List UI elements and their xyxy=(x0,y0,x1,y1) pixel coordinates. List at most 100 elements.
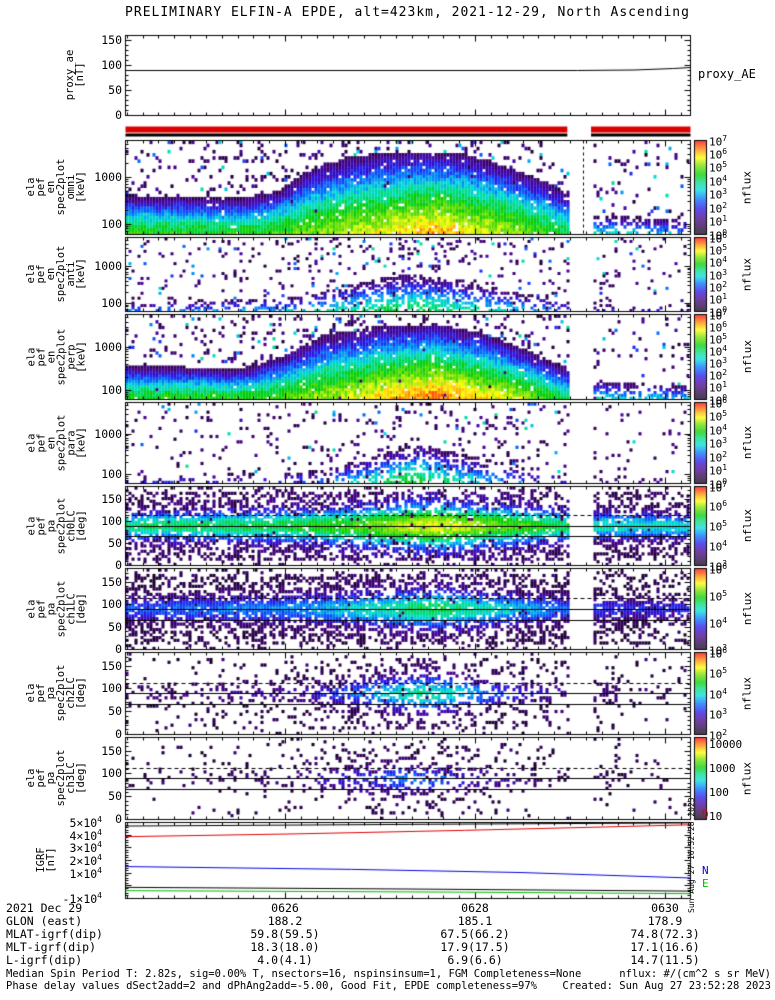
colorbar-tick-label: 103 xyxy=(709,707,728,722)
bottom-axis-value: 188.2 xyxy=(267,914,303,928)
y-tick-label: 50 xyxy=(108,704,122,719)
colorbar-tick-label: 100 xyxy=(709,227,728,243)
bottom-axis-value: 14.7(11.5) xyxy=(630,953,700,967)
y-tick-label: 0 xyxy=(115,558,122,572)
bottom-axis-value: 59.8(59.5) xyxy=(250,927,320,941)
colorbar-tick-label: 101 xyxy=(709,463,728,478)
colorbar-tick-label: 104 xyxy=(709,538,728,554)
bottom-axis-value: 17.1(16.6) xyxy=(630,940,700,954)
bottom-axis-row-header: L-igrf(dip) xyxy=(6,953,83,967)
y-tick-label: 150 xyxy=(101,33,122,47)
colorbar-tick-label: 105 xyxy=(709,242,728,258)
y-tick-label: 0 xyxy=(115,812,122,826)
colorbar-tick-label: 102 xyxy=(709,200,728,216)
y-tick-label: 0 xyxy=(115,727,122,741)
colorbar-tick-label: 103 xyxy=(709,267,728,283)
y-tick-label: 150 xyxy=(101,574,122,589)
bottom-axis-value: 0628 xyxy=(461,901,489,915)
bottom-axis-row-header: 2021 Dec 29 xyxy=(6,901,83,915)
y-tick-label: 150 xyxy=(101,658,122,673)
y-tick-label: 100 xyxy=(101,597,122,611)
colorbar-tick-label: 103 xyxy=(709,187,728,202)
colorbar-tick-label: 103 xyxy=(709,436,728,451)
bottom-axis-value: 17.9(17.5) xyxy=(440,940,510,954)
colorbar-tick-label: 102 xyxy=(709,727,728,743)
colorbar-tick-label: 100 xyxy=(709,304,728,320)
colorbar-tick-label: 106 xyxy=(709,146,728,162)
colorbar-title-nflux: nflux xyxy=(740,676,754,710)
y-tick-label: 1×104 xyxy=(69,865,102,881)
colorbar-tick-label: 104 xyxy=(709,615,728,631)
y-tick-label: 100 xyxy=(101,216,122,231)
y-tick-label: 50 xyxy=(108,83,122,97)
colorbar-tick-label: 107 xyxy=(709,133,728,149)
colorbar-tick-label: 100 xyxy=(709,785,729,799)
y-tick-label: 4×104 xyxy=(69,827,102,843)
y-tick-label: 50 xyxy=(108,789,122,804)
colorbar-tick-label: 100 xyxy=(709,392,728,408)
footer-nflux-units: nflux: #/(cm^2 s sr MeV) xyxy=(619,968,771,980)
y-tick-label: 100 xyxy=(101,681,122,696)
colorbar-tick-label: 104 xyxy=(709,422,728,438)
colorbar-tick-label: 101 xyxy=(709,292,728,307)
colorbar-tick-label: 102 xyxy=(709,279,728,295)
y-tick-label: 50 xyxy=(108,619,122,634)
colorbar-tick-label: 1000 xyxy=(709,761,736,775)
y-tick-label: 150 xyxy=(101,492,122,507)
y-tick-label: 100 xyxy=(101,295,122,310)
bottom-axis-value: 18.3(18.0) xyxy=(250,940,320,954)
bottom-axis-value: 6.9(6.6) xyxy=(447,953,503,967)
bottom-axis-value: 74.8(72.3) xyxy=(630,927,700,941)
y-tick-label: 1000 xyxy=(94,340,122,355)
y-tick-label: 1000 xyxy=(94,426,122,441)
colorbar-tick-label: 101 xyxy=(709,214,728,229)
colorbar-tick-label: 102 xyxy=(709,449,728,465)
colorbar-tick-label: 107 xyxy=(709,479,728,495)
colorbar-tick-label: 106 xyxy=(709,319,728,335)
colorbar-tick-label: 105 xyxy=(709,588,728,604)
igrf-component-label-E: E xyxy=(702,877,709,890)
y-tick-label: -1×104 xyxy=(62,891,102,906)
colorbar-title-nflux: nflux xyxy=(740,257,754,291)
colorbar-tick-label: 104 xyxy=(709,173,728,189)
bottom-axis-row-header: MLT-igrf(dip) xyxy=(6,940,97,954)
y-tick-label: 150 xyxy=(101,743,122,758)
colorbar-tick-label: 101 xyxy=(709,380,728,395)
bottom-axis-value: 0630 xyxy=(651,901,679,915)
y-tick-label: 50 xyxy=(108,536,122,551)
colorbar-tick-label: 105 xyxy=(709,666,728,681)
colorbar-tick-label: 104 xyxy=(709,343,728,359)
footer-phase-delay-info: Phase delay values dSect2add=2 and dPhAn… xyxy=(6,980,538,992)
y-tick-label: 1000 xyxy=(94,169,122,184)
y-tick-label: 100 xyxy=(101,766,122,781)
colorbar-tick-label: 105 xyxy=(709,519,728,534)
colorbar-tick-label: 105 xyxy=(709,331,728,347)
footer-spin-period-info: Median Spin Period T: 2.82s, sig=0.00% T… xyxy=(6,968,582,980)
igrf-component-label-D: D xyxy=(702,808,709,821)
colorbar-title-nflux: nflux xyxy=(740,339,754,374)
panel-ylabel-proxy_ae: proxy_ae [nT] xyxy=(64,49,86,101)
colorbar-tick-label: 106 xyxy=(709,499,728,514)
y-tick-label: 2×104 xyxy=(69,853,102,868)
y-tick-label: 100 xyxy=(101,467,122,482)
bottom-axis-value: 4.0(4.1) xyxy=(257,953,313,967)
colorbar-tick-label: 106 xyxy=(709,561,728,577)
y-tick-label: 5×104 xyxy=(69,815,102,830)
created-timestamp-vertical: Sun Aug 27 16:52:28 2023 xyxy=(687,797,696,913)
footer-created-timestamp: Created: Sun Aug 27 23:52:28 2023 xyxy=(562,980,771,992)
colorbar-title-nflux: nflux xyxy=(740,761,754,795)
colorbar-tick-label: 106 xyxy=(709,645,728,661)
page-title: PRELIMINARY ELFIN-A EPDE, alt=423km, 202… xyxy=(125,5,690,20)
colorbar-title-nflux: nflux xyxy=(740,170,754,204)
panel-right-label: proxy_AE xyxy=(698,67,756,81)
colorbar-tick-label: 106 xyxy=(709,395,728,411)
y-tick-label: 0 xyxy=(115,642,122,656)
colorbar-tick-label: 103 xyxy=(709,356,728,371)
colorbar-tick-label: 100 xyxy=(709,476,728,492)
colorbar-tick-label: 103 xyxy=(709,642,728,658)
bottom-axis-row-header: MLAT-igrf(dip) xyxy=(6,927,103,941)
y-tick-label: 0 xyxy=(115,108,122,122)
bottom-axis-value: 185.1 xyxy=(457,914,493,928)
colorbar-tick-label: 10000 xyxy=(709,737,743,751)
